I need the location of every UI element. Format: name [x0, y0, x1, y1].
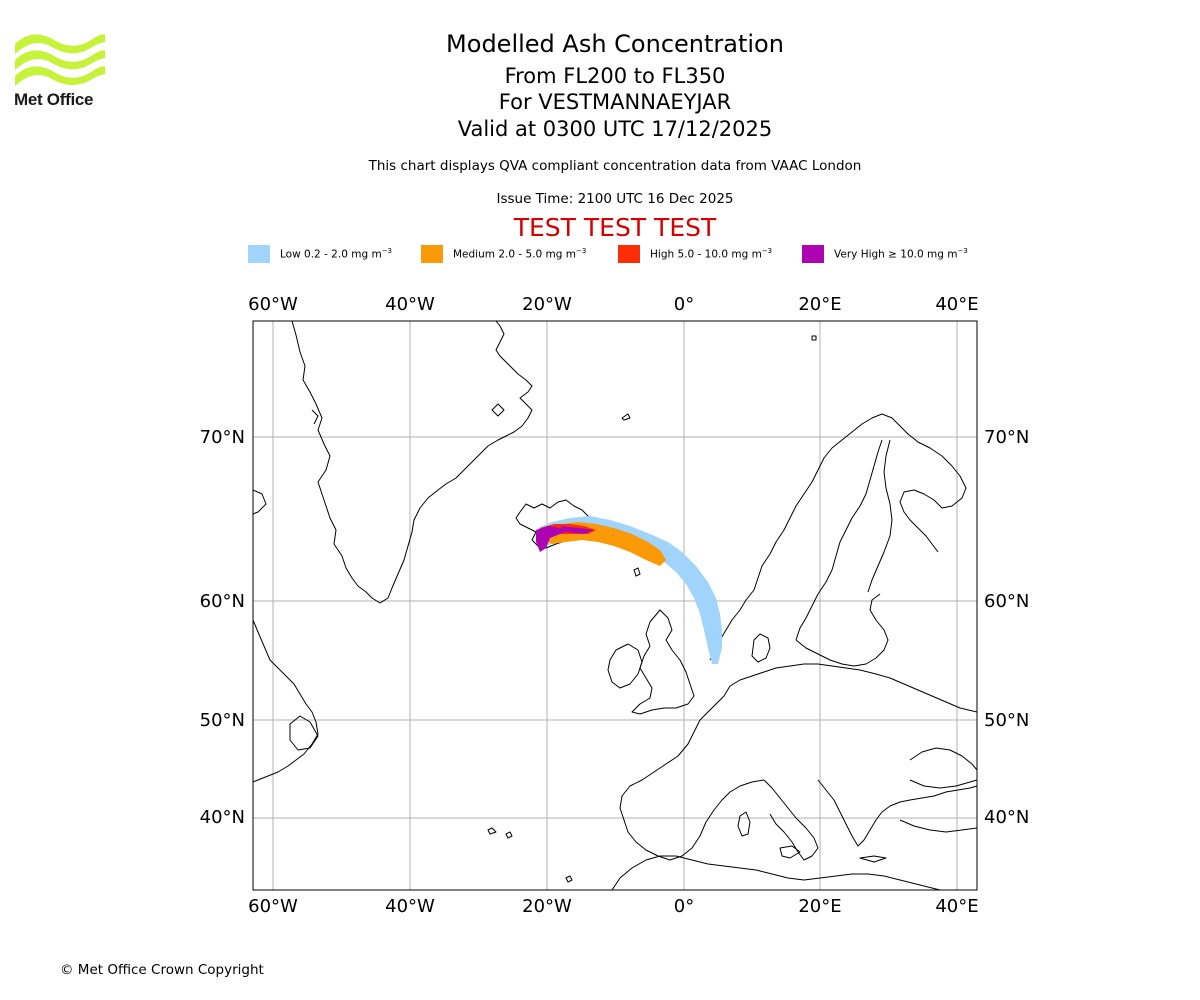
met-office-waves-icon [15, 34, 105, 86]
lat-label-right: 60°N [984, 591, 1029, 612]
lon-label-top: 20°W [522, 294, 572, 315]
lat-labels-left: 70°N 60°N 50°N 40°N [200, 427, 245, 828]
lat-label-right: 70°N [984, 427, 1029, 448]
lon-label-top: 60°W [248, 294, 298, 315]
lon-label-bottom: 20°W [522, 896, 572, 917]
lon-label-bottom: 0° [674, 896, 694, 917]
lon-label-top: 40°E [935, 294, 978, 315]
coast-italy [763, 779, 819, 861]
lon-labels-top: 60°W 40°W 20°W 0° 20°E 40°E [248, 294, 978, 315]
lat-label-right: 50°N [984, 710, 1029, 731]
legend-label-very-high: Very High ≥ 10.0 mg m−3 [834, 247, 968, 261]
coast-turkey [899, 819, 977, 833]
flight-level-range: From FL200 to FL350 [504, 64, 726, 88]
lat-labels-right: 70°N 60°N 50°N 40°N [984, 427, 1029, 828]
map-gridlines [253, 321, 977, 890]
test-banner: TEST TEST TEST [513, 213, 717, 242]
coast-bear-island [811, 335, 817, 341]
coast-norway [709, 413, 967, 661]
coast-baltic [795, 593, 889, 667]
lon-label-bottom: 20°E [798, 896, 841, 917]
legend-item-medium: Medium 2.0 - 5.0 mg m−3 [421, 244, 586, 264]
coast-greenland-inlet [311, 409, 319, 425]
coast-bothnia [795, 439, 883, 641]
chart-description: This chart displays QVA compliant concen… [368, 158, 862, 174]
ash-plume-very-high-core [560, 526, 594, 534]
coast-crete [859, 855, 887, 863]
valid-time: Valid at 0300 UTC 17/12/2025 [457, 117, 773, 141]
coast-newfoundland [253, 619, 319, 783]
coast-balkans [817, 779, 977, 847]
coast-azores-2 [505, 831, 513, 839]
legend-label-high: High 5.0 - 10.0 mg m−3 [650, 247, 773, 261]
legend-label-low: Low 0.2 - 2.0 mg m−3 [280, 247, 393, 261]
lat-label-left: 40°N [200, 807, 245, 828]
legend-swatch-medium [421, 245, 443, 263]
lon-label-top: 40°W [385, 294, 435, 315]
ash-plume-very-high [536, 526, 570, 552]
coast-greenland-fjord [491, 403, 505, 417]
issue-time: Issue Time: 2100 UTC 16 Dec 2025 [496, 191, 734, 207]
lat-label-right: 40°N [984, 807, 1029, 828]
map-border [252, 320, 978, 891]
coast-greenland [291, 321, 533, 604]
coast-azores [487, 827, 497, 835]
legend-item-high: High 5.0 - 10.0 mg m−3 [618, 244, 772, 264]
coastlines [253, 321, 977, 890]
coast-north-africa [611, 855, 941, 890]
lon-labels-bottom: 60°W 40°W 20°W 0° 20°E 40°E [248, 896, 978, 917]
coast-finland [867, 439, 893, 593]
coast-sicily [779, 845, 801, 859]
legend-swatch-low [248, 245, 270, 263]
coast-ireland [607, 643, 643, 689]
lat-label-left: 70°N [200, 427, 245, 448]
legend-swatch-high [618, 245, 640, 263]
legend: Low 0.2 - 2.0 mg m−3 Medium 2.0 - 5.0 mg… [248, 244, 1008, 264]
coast-faroe [633, 567, 641, 577]
coast-madeira [565, 875, 573, 883]
lat-label-left: 60°N [200, 591, 245, 612]
lon-label-bottom: 60°W [248, 896, 298, 917]
legend-swatch-very-high [802, 245, 824, 263]
chart-title: Modelled Ash Concentration [446, 30, 784, 58]
coast-newfoundland-island [289, 715, 319, 751]
lon-label-top: 20°E [798, 294, 841, 315]
copyright-notice: © Met Office Crown Copyright [60, 962, 264, 978]
coast-denmark [751, 633, 771, 663]
coast-jan-mayen [621, 413, 631, 421]
coast-europe [699, 663, 977, 721]
ash-plume-low [538, 516, 722, 664]
lon-label-top: 0° [674, 294, 694, 315]
coast-britain [631, 609, 695, 715]
coast-labrador [253, 489, 267, 515]
legend-item-very-high: Very High ≥ 10.0 mg m−3 [802, 244, 968, 264]
legend-item-low: Low 0.2 - 2.0 mg m−3 [248, 244, 392, 264]
logo-text: Met Office [14, 90, 94, 109]
met-office-logo: Met Office [14, 30, 110, 112]
legend-label-medium: Medium 2.0 - 5.0 mg m−3 [453, 247, 587, 261]
coast-iberia [619, 719, 765, 861]
lat-label-left: 50°N [200, 710, 245, 731]
lon-label-bottom: 40°E [935, 896, 978, 917]
coast-sardinia [737, 811, 751, 837]
lon-label-bottom: 40°W [385, 896, 435, 917]
coast-black-sea [909, 747, 977, 771]
coast-black-sea-south [909, 779, 977, 789]
volcano-name: For VESTMANNAEYJAR [498, 90, 732, 114]
